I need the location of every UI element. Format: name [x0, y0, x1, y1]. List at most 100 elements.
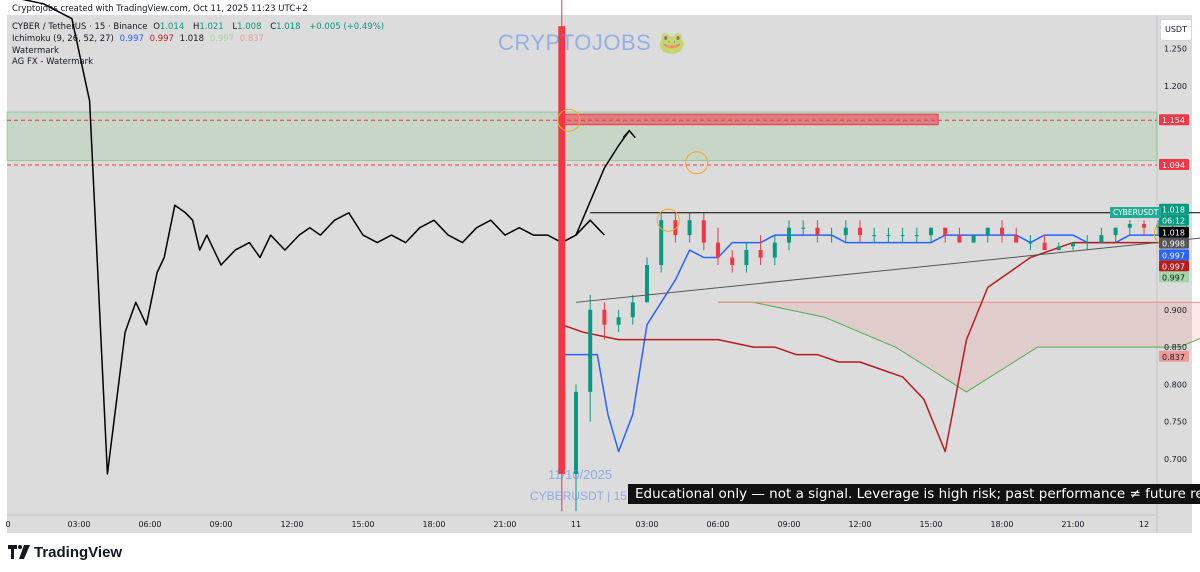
lagging-price-tag-bg	[1159, 237, 1189, 249]
high-label: H	[192, 22, 200, 32]
candle-body[interactable]	[616, 317, 621, 325]
tenkan-price-tag: 0.997	[1162, 251, 1185, 260]
candle-body[interactable]	[716, 242, 720, 258]
brand-watermark: CRYPTOJOBS 🐸	[498, 30, 686, 55]
cloud-segment	[1108, 302, 1144, 348]
circle-marker[interactable]	[557, 108, 581, 132]
candle-body[interactable]	[985, 227, 990, 236]
lagging-span-line[interactable]	[8, 0, 605, 475]
candle-body[interactable]	[886, 235, 891, 237]
open-value: 1.014	[159, 22, 185, 32]
candle-body[interactable]	[1113, 227, 1118, 236]
projection-arrow-path[interactable]	[575, 130, 630, 236]
candle-body[interactable]	[602, 309, 607, 325]
kijun-value: 0.997	[149, 34, 174, 44]
time-tick-label: 11	[571, 520, 581, 529]
leading-span-b-line[interactable]	[718, 301, 1200, 357]
disclaimer-banner: Educational only — not a signal. Leverag…	[628, 484, 1200, 504]
candle-body[interactable]	[630, 302, 635, 318]
candle-body[interactable]	[1156, 224, 1161, 228]
symbol-name[interactable]: CYBER / TetherUS · 15 · Binance	[12, 22, 148, 32]
low-value: 1.008	[237, 22, 262, 32]
candle-body[interactable]	[943, 227, 948, 236]
watermark-indicator[interactable]: Watermark	[12, 46, 59, 56]
price-tick-label: 1.250	[1164, 45, 1187, 54]
currency-button[interactable]: USDT	[1160, 19, 1192, 41]
candle-body[interactable]	[1042, 242, 1047, 251]
last-price-tag-bg	[1159, 203, 1189, 215]
candle-body[interactable]	[872, 235, 877, 237]
trendline-drawing[interactable]	[575, 235, 1200, 303]
candle-body[interactable]	[744, 250, 749, 265]
circle-marker[interactable]	[656, 208, 680, 232]
ichimoku-name[interactable]: Ichimoku (9, 26, 52, 27)	[12, 34, 114, 44]
candle-body[interactable]	[957, 235, 962, 243]
kijun-price-tag: 0.997	[1162, 262, 1185, 271]
candle-body[interactable]	[1056, 246, 1061, 251]
candle-body[interactable]	[1028, 242, 1033, 244]
candle-body[interactable]	[1142, 223, 1146, 228]
candle-body[interactable]	[772, 242, 777, 258]
circle-marker[interactable]	[685, 151, 709, 175]
candle-body[interactable]	[815, 227, 820, 236]
projection-arrow-head[interactable]	[622, 129, 636, 139]
span-b-value: 0.837	[239, 34, 265, 44]
tenkan-line[interactable]	[561, 234, 1187, 453]
candle-body[interactable]	[687, 220, 692, 236]
agfx-watermark-indicator[interactable]: AG FX - Watermark	[12, 57, 94, 67]
time-tick-label: 03:00	[67, 520, 90, 529]
candle-body[interactable]	[574, 391, 578, 474]
span-a-price-tag-bg	[1159, 271, 1189, 283]
time-tick-label: 21:00	[1061, 520, 1084, 529]
cloud-segment	[789, 302, 825, 318]
tradingview-logo-icon	[8, 545, 30, 559]
candle-body[interactable]	[673, 220, 678, 236]
span-b-price-tag: 0.837	[1162, 353, 1185, 362]
candle-body[interactable]	[829, 235, 834, 237]
candle-body[interactable]	[1014, 235, 1019, 243]
candle-body[interactable]	[1071, 242, 1075, 247]
candle-body[interactable]	[858, 227, 862, 236]
span-b-price-tag-bg	[1159, 350, 1189, 362]
candle-body[interactable]	[929, 227, 933, 236]
candle-body[interactable]	[1099, 235, 1104, 243]
kijun-line[interactable]	[561, 236, 1188, 453]
cloud-segment	[1073, 302, 1109, 348]
candle-body[interactable]	[1000, 227, 1004, 236]
chart-attribution: Cryptojobs created with TradingView.com,…	[12, 4, 308, 14]
time-tick-label: 21:00	[493, 520, 516, 529]
candle-body[interactable]	[843, 227, 848, 236]
candle-body[interactable]	[659, 220, 664, 265]
candle-body[interactable]	[1085, 242, 1090, 244]
tradingview-logo[interactable]: TradingView	[8, 542, 122, 562]
time-axis-background[interactable]	[7, 515, 1192, 533]
time-tick-label: 12	[1139, 520, 1149, 529]
candle-body[interactable]	[801, 227, 806, 229]
symbol-ohlc-legend[interactable]: CYBER / TetherUS · 15 · Binance O1.014 H…	[12, 22, 387, 32]
time-tick-label: 06:00	[138, 520, 161, 529]
resistance-zone[interactable]	[561, 113, 939, 126]
plot-background[interactable]	[7, 15, 1157, 515]
tenkan-value: 0.997	[119, 34, 144, 44]
candle-body[interactable]	[914, 235, 919, 237]
level-price-tag-bg	[1159, 159, 1189, 170]
symbol-price-label: CYBERUSDT	[1110, 207, 1162, 218]
candle-body[interactable]	[701, 220, 706, 243]
candle-body[interactable]	[1127, 223, 1132, 228]
time-tick-label: 12:00	[848, 520, 871, 529]
candle-body[interactable]	[758, 250, 763, 258]
leading-span-a-line[interactable]	[718, 237, 1200, 393]
candle-body[interactable]	[730, 257, 735, 265]
span-a-value: 0.997	[209, 34, 235, 44]
candle-body[interactable]	[971, 235, 976, 243]
candle-body[interactable]	[588, 309, 593, 392]
candle-body[interactable]	[787, 227, 791, 243]
price-tick-label: 0.800	[1164, 380, 1187, 389]
candle-body[interactable]	[558, 26, 566, 474]
close-value: 1.018	[276, 22, 301, 32]
candle-body[interactable]	[900, 235, 905, 237]
ichimoku-legend[interactable]: Ichimoku (9, 26, 52, 27) 0.997 0.997 1.0…	[12, 34, 267, 44]
candle-body[interactable]	[645, 265, 649, 303]
change-value: +0.005 (+0.49%)	[309, 22, 385, 32]
